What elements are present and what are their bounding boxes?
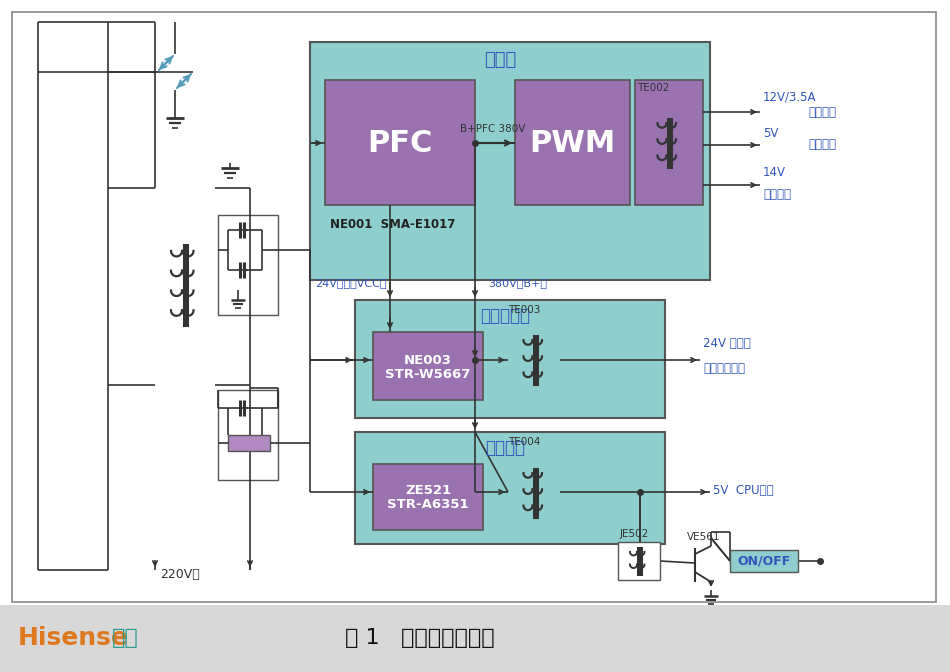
Bar: [228, 435, 270, 451]
Bar: [515, 80, 630, 205]
Text: 220V～: 220V～: [160, 568, 200, 581]
Text: 待机电源: 待机电源: [485, 439, 525, 457]
Bar: [355, 432, 665, 544]
Bar: [0, 605, 950, 672]
Text: TE003: TE003: [508, 305, 541, 315]
Bar: [618, 542, 660, 580]
Text: JE502: JE502: [620, 529, 649, 539]
Text: 5V: 5V: [763, 127, 778, 140]
Bar: [218, 215, 278, 315]
Text: STR-A6351: STR-A6351: [388, 499, 468, 511]
Text: 380V（B+）: 380V（B+）: [488, 278, 547, 288]
Text: ZE521: ZE521: [405, 483, 451, 497]
Text: 灯变换器供电: 灯变换器供电: [703, 362, 745, 375]
Bar: [730, 550, 798, 572]
Bar: [218, 390, 278, 480]
Bar: [635, 80, 703, 205]
Text: 信号板及: 信号板及: [808, 106, 836, 118]
Text: STR-W5667: STR-W5667: [386, 368, 470, 382]
Text: PWM: PWM: [529, 128, 616, 157]
Text: 24V（启动VCC）: 24V（启动VCC）: [315, 278, 387, 288]
Bar: [325, 80, 475, 205]
Bar: [310, 42, 710, 280]
Text: 14V: 14V: [763, 166, 786, 179]
Text: Hisense: Hisense: [18, 626, 129, 650]
Text: TE002: TE002: [637, 83, 670, 93]
Bar: [12, 12, 936, 602]
Text: PFC: PFC: [368, 128, 432, 157]
Text: 伴音功放: 伴音功放: [763, 188, 791, 201]
Text: TE004: TE004: [508, 437, 541, 447]
Text: B+PFC 380V: B+PFC 380V: [461, 124, 525, 134]
Text: 主电源: 主电源: [484, 51, 516, 69]
Text: 海信: 海信: [112, 628, 139, 648]
Text: NE001  SMA-E1017: NE001 SMA-E1017: [330, 218, 455, 231]
Bar: [355, 300, 665, 418]
Text: 24V 向背光: 24V 向背光: [703, 337, 750, 350]
Text: 5V  CPU供电: 5V CPU供电: [713, 483, 773, 497]
Text: 驱动供电: 驱动供电: [808, 138, 836, 151]
Bar: [373, 332, 483, 400]
Text: NE003: NE003: [404, 353, 452, 366]
Text: 12V/3.5A: 12V/3.5A: [763, 91, 816, 104]
Bar: [373, 464, 483, 530]
Text: VE561: VE561: [687, 532, 720, 542]
Text: ON/OFF: ON/OFF: [737, 554, 790, 567]
Text: 背光灯电源: 背光灯电源: [480, 307, 530, 325]
Text: 图 1   整机电源方框图: 图 1 整机电源方框图: [345, 628, 495, 648]
